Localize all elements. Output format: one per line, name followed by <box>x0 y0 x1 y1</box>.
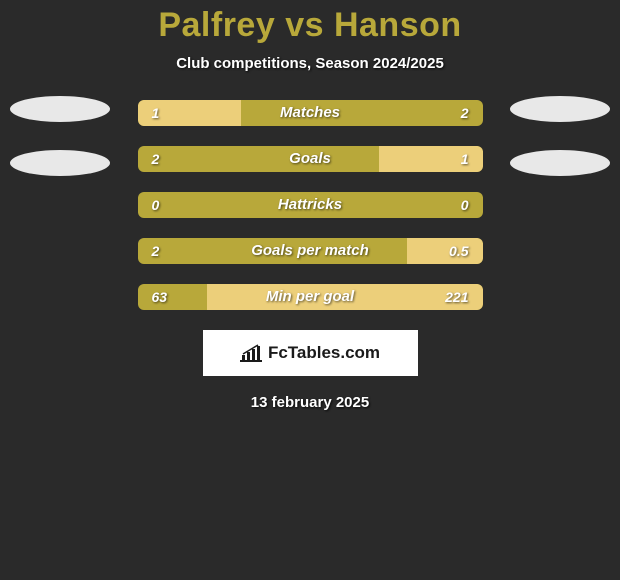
stat-right-value: 2 <box>461 100 469 126</box>
stat-label: Goals per match <box>138 238 483 264</box>
stat-bars: 1 Matches 2 2 Goals 1 0 Hattricks 0 2 Go… <box>138 100 483 310</box>
stat-right-value: 1 <box>461 146 469 172</box>
brand-text: FcTables.com <box>268 343 380 363</box>
subtitle: Club competitions, Season 2024/2025 <box>0 55 620 72</box>
brand-badge: FcTables.com <box>203 330 418 376</box>
stat-bar-goals-per-match: 2 Goals per match 0.5 <box>138 238 483 264</box>
stat-label: Hattricks <box>138 192 483 218</box>
stat-right-value: 0.5 <box>449 238 468 264</box>
player-mark <box>510 150 610 176</box>
stat-right-value: 221 <box>445 284 468 310</box>
left-player-marks <box>10 96 110 204</box>
stat-bar-matches: 1 Matches 2 <box>138 100 483 126</box>
stat-bar-hattricks: 0 Hattricks 0 <box>138 192 483 218</box>
page-title: Palfrey vs Hanson <box>0 0 620 45</box>
player-mark <box>10 96 110 122</box>
date-text: 13 february 2025 <box>0 394 620 411</box>
comparison-chart: 1 Matches 2 2 Goals 1 0 Hattricks 0 2 Go… <box>0 100 620 310</box>
stat-label: Min per goal <box>138 284 483 310</box>
stat-label: Goals <box>138 146 483 172</box>
stat-label: Matches <box>138 100 483 126</box>
right-player-marks <box>510 96 610 204</box>
stat-bar-goals: 2 Goals 1 <box>138 146 483 172</box>
player-mark <box>510 96 610 122</box>
chart-icon <box>240 344 262 362</box>
player-mark <box>10 150 110 176</box>
stat-bar-min-per-goal: 63 Min per goal 221 <box>138 284 483 310</box>
stat-right-value: 0 <box>461 192 469 218</box>
